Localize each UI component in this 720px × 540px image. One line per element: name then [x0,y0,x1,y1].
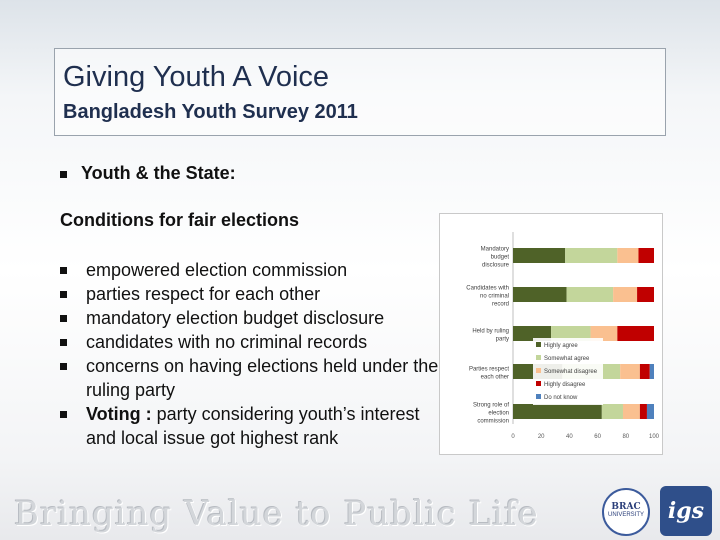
slide-title: Giving Youth A Voice [63,61,330,93]
bar-segment [513,287,567,302]
bar-segment [639,364,650,379]
bar-segment [590,326,618,341]
condition-text: parties respect for each other [86,284,321,304]
x-tick-label: 60 [594,434,601,440]
stacked-bar-chart: Mandatory budget disclosure Candidates with… [466,232,660,440]
bullet-marker [60,363,67,370]
x-tick-label: 80 [622,434,629,440]
condition-item: concerns on having elections held under … [60,354,440,402]
category-label: Held by ruling party [472,329,509,343]
bar-segment [639,404,647,419]
condition-text: concerns on having elections held under … [86,356,439,400]
bar-segment [513,404,602,419]
condition-item: candidates with no criminal records [60,330,440,354]
category-label: Strong role of election commission [473,403,509,425]
bar-segment [646,404,654,419]
conditions-list: empowered election commission parties re… [60,258,440,450]
voting-text: party considering youth’s interest and l… [86,404,420,448]
bar-segment [513,248,566,263]
x-tick-label: 20 [538,434,545,440]
condition-item: mandatory election budget disclosure [60,306,440,330]
category-label: Parties respect each other [469,367,509,381]
legend-label: Highly disagree [544,382,586,388]
slide-subtitle: Bangladesh Youth Survey 2011 [63,101,358,123]
survey-chart: Mandatory budget disclosure Candidates with… [439,213,663,455]
legend-label: Somewhat disagree [544,369,598,375]
category-label: Mandatory budget disclosure [481,247,510,269]
legend-background [533,338,603,405]
voting-label: Voting : [86,404,152,424]
bar-segment [617,248,639,263]
bar-segment [551,326,591,341]
bullet-marker [60,411,67,418]
x-tick-label: 40 [566,434,573,440]
legend-label: Do not know [544,395,578,401]
bullet-marker [60,291,67,298]
igs-logo: igs [660,486,712,536]
bullet-marker [60,315,67,322]
condition-item: parties respect for each other [60,282,440,306]
brac-logo-subtext: UNIVERSITY [607,512,644,518]
legend-swatch [536,355,541,360]
x-tick-label: 0 [511,434,515,440]
section-heading: Conditions for fair elections [60,210,300,230]
x-tick-label: 100 [649,434,660,440]
legend-swatch [536,394,541,399]
bar-segment [613,287,638,302]
bar-segment [513,326,552,341]
title-box: Giving Youth A Voice Bangladesh Youth Su… [54,48,666,136]
bar-segment [649,364,654,379]
bar-segment [638,248,654,263]
bullet-marker [60,339,67,346]
bar-segment [601,404,623,419]
bullet-marker [60,267,67,274]
bullet-marker [60,170,67,178]
legend-swatch [536,368,541,373]
bar-segment [617,326,654,341]
condition-item: empowered election commission [60,258,440,282]
condition-text: candidates with no criminal records [86,332,368,352]
bar-segment [620,364,640,379]
footer-tagline: Bringing Value to Public Life [14,494,539,534]
voting-item: Voting : party considering youth’s inter… [60,402,440,450]
bar-segment [565,248,618,263]
category-label: Candidates with no criminal record [466,286,509,308]
legend-label: Highly agree [544,343,578,349]
condition-text: empowered election commission [86,260,348,280]
brac-logo-text: BRAC [611,502,641,512]
top-bullet-text: Youth & the State: [81,163,236,183]
brac-university-logo: BRAC UNIVERSITY [602,488,650,536]
condition-text: mandatory election budget disclosure [86,308,385,328]
bar-segment [566,287,614,302]
legend-label: Somewhat agree [544,356,590,362]
top-bullet: Youth & the State: [60,163,236,184]
bar-segment [637,287,654,302]
legend-swatch [536,342,541,347]
bar-segment [622,404,640,419]
legend-swatch [536,381,541,386]
